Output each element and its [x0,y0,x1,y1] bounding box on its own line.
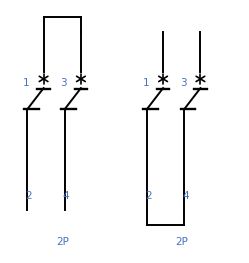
Text: 3: 3 [180,78,186,88]
Text: 2P: 2P [56,237,69,247]
Text: 2: 2 [25,191,32,201]
Text: 1: 1 [142,78,149,88]
Text: 4: 4 [182,191,189,201]
Text: 2P: 2P [175,237,188,247]
Text: 4: 4 [63,191,69,201]
Text: 1: 1 [23,78,29,88]
Text: 2: 2 [145,191,151,201]
Text: 3: 3 [60,78,67,88]
